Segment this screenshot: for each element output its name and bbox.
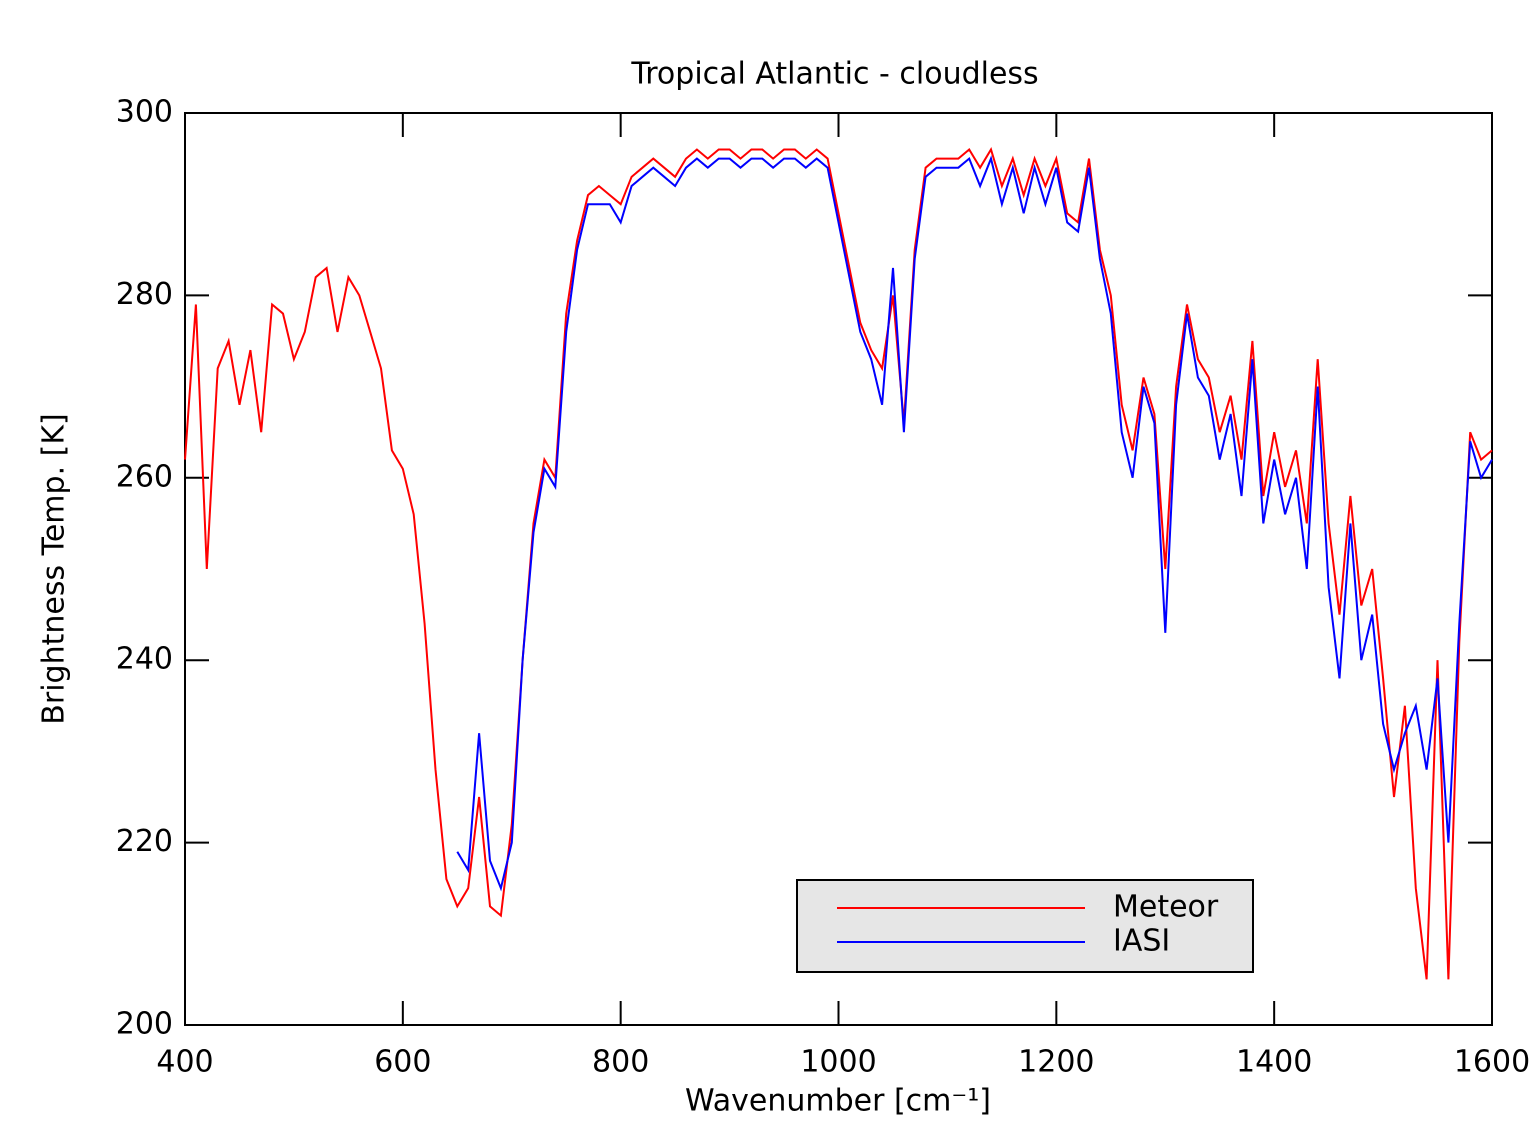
x-tick-label: 1000 bbox=[800, 1045, 876, 1080]
y-axis-label: Brightness Temp. [K] bbox=[37, 413, 72, 724]
x-tick-label: 600 bbox=[374, 1045, 431, 1080]
series-line bbox=[456, 155, 1493, 892]
y-tick-label: 220 bbox=[116, 824, 173, 859]
legend-label: IASI bbox=[1113, 924, 1170, 959]
chart-title: Tropical Atlantic - cloudless bbox=[630, 57, 1038, 92]
y-tick-label: 300 bbox=[116, 95, 173, 130]
legend-box bbox=[796, 879, 1254, 973]
series-line bbox=[184, 147, 1493, 980]
y-tick-label: 280 bbox=[116, 277, 173, 312]
legend-label: Meteor bbox=[1113, 890, 1219, 925]
x-axis-label: Wavenumber [cm⁻¹] bbox=[685, 1084, 991, 1119]
x-tick-label: 400 bbox=[156, 1045, 213, 1080]
y-tick-label: 200 bbox=[116, 1007, 173, 1042]
x-tick-label: 800 bbox=[592, 1045, 649, 1080]
x-tick-label: 1200 bbox=[1018, 1045, 1094, 1080]
y-tick-label: 260 bbox=[116, 459, 173, 494]
x-tick-label: 1400 bbox=[1236, 1045, 1312, 1080]
x-tick-label: 1600 bbox=[1454, 1045, 1530, 1080]
y-tick-label: 240 bbox=[116, 642, 173, 677]
